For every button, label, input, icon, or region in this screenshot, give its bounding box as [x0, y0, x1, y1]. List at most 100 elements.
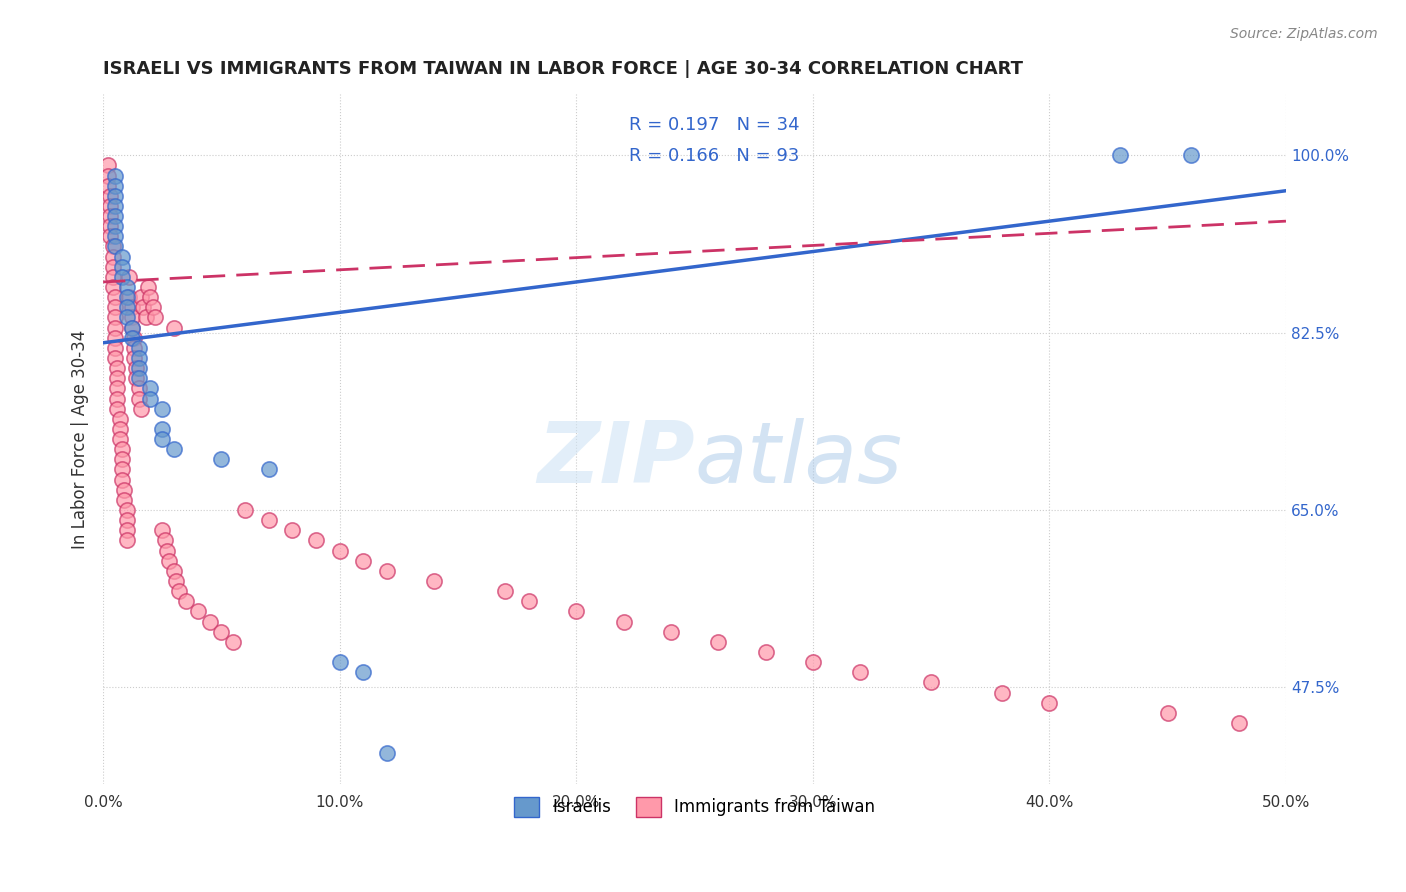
Point — [101, 250, 124, 264]
Point — [991, 685, 1014, 699]
Point — [111, 462, 134, 476]
Point — [150, 401, 173, 416]
Point — [118, 290, 141, 304]
Point — [329, 655, 352, 669]
Point — [613, 615, 636, 629]
Text: ISRAELI VS IMMIGRANTS FROM TAIWAN IN LABOR FORCE | AGE 30-34 CORRELATION CHART: ISRAELI VS IMMIGRANTS FROM TAIWAN IN LAB… — [103, 60, 1024, 78]
Point — [97, 178, 120, 193]
Point — [104, 310, 127, 325]
Point — [156, 543, 179, 558]
Point — [163, 320, 186, 334]
Point — [1156, 706, 1178, 720]
Point — [163, 442, 186, 457]
Point — [754, 645, 776, 659]
Point — [209, 452, 232, 467]
Point — [104, 341, 127, 355]
Point — [128, 351, 150, 365]
Point — [112, 483, 135, 497]
Point — [125, 361, 148, 376]
Point — [105, 371, 128, 385]
Point — [281, 524, 304, 538]
Point — [150, 422, 173, 436]
Point — [112, 492, 135, 507]
Point — [125, 371, 148, 385]
Point — [129, 290, 152, 304]
Point — [98, 209, 121, 223]
Point — [121, 310, 143, 325]
Point — [108, 412, 131, 426]
Point — [375, 747, 398, 761]
Point — [143, 310, 166, 325]
Point — [115, 533, 138, 548]
Point — [707, 635, 730, 649]
Point — [1227, 715, 1250, 730]
Text: Source: ZipAtlas.com: Source: ZipAtlas.com — [1230, 27, 1378, 41]
Point — [108, 422, 131, 436]
Point — [104, 189, 127, 203]
Point — [121, 331, 143, 345]
Text: ZIP: ZIP — [537, 418, 695, 501]
Point — [122, 351, 145, 365]
Point — [101, 239, 124, 253]
Point — [139, 392, 162, 406]
Point — [129, 401, 152, 416]
Text: R = 0.166   N = 93: R = 0.166 N = 93 — [630, 147, 800, 166]
Point — [115, 280, 138, 294]
Point — [104, 320, 127, 334]
Point — [352, 665, 374, 680]
Point — [849, 665, 872, 680]
Point — [104, 209, 127, 223]
Point — [423, 574, 446, 588]
Point — [352, 554, 374, 568]
Point — [115, 513, 138, 527]
Point — [121, 320, 143, 334]
Point — [142, 301, 165, 315]
Point — [115, 301, 138, 315]
Point — [105, 392, 128, 406]
Point — [198, 615, 221, 629]
Y-axis label: In Labor Force | Age 30-34: In Labor Force | Age 30-34 — [72, 329, 89, 549]
Point — [174, 594, 197, 608]
Point — [233, 503, 256, 517]
Point — [128, 381, 150, 395]
Point — [101, 260, 124, 274]
Point — [98, 189, 121, 203]
Point — [104, 290, 127, 304]
Legend: Israelis, Immigrants from Taiwan: Israelis, Immigrants from Taiwan — [508, 790, 882, 823]
Point — [136, 280, 159, 294]
Text: atlas: atlas — [695, 418, 903, 501]
Point — [1038, 696, 1060, 710]
Point — [104, 178, 127, 193]
Point — [105, 401, 128, 416]
Point — [163, 564, 186, 578]
Point — [104, 239, 127, 253]
Point — [108, 432, 131, 446]
Point — [157, 554, 180, 568]
Point — [257, 462, 280, 476]
Point — [167, 584, 190, 599]
Point — [375, 564, 398, 578]
Point — [98, 219, 121, 234]
Point — [104, 169, 127, 183]
Point — [150, 524, 173, 538]
Point — [128, 392, 150, 406]
Point — [97, 158, 120, 172]
Point — [222, 635, 245, 649]
Point — [329, 543, 352, 558]
Point — [565, 604, 588, 618]
Point — [111, 250, 134, 264]
Point — [111, 452, 134, 467]
Point — [139, 381, 162, 395]
Point — [111, 269, 134, 284]
Point — [105, 381, 128, 395]
Point — [257, 513, 280, 527]
Point — [659, 624, 682, 639]
Point — [166, 574, 188, 588]
Point — [104, 229, 127, 244]
Point — [105, 361, 128, 376]
Point — [115, 524, 138, 538]
Text: R = 0.197   N = 34: R = 0.197 N = 34 — [630, 117, 800, 135]
Point — [121, 301, 143, 315]
Point — [101, 280, 124, 294]
Point — [187, 604, 209, 618]
